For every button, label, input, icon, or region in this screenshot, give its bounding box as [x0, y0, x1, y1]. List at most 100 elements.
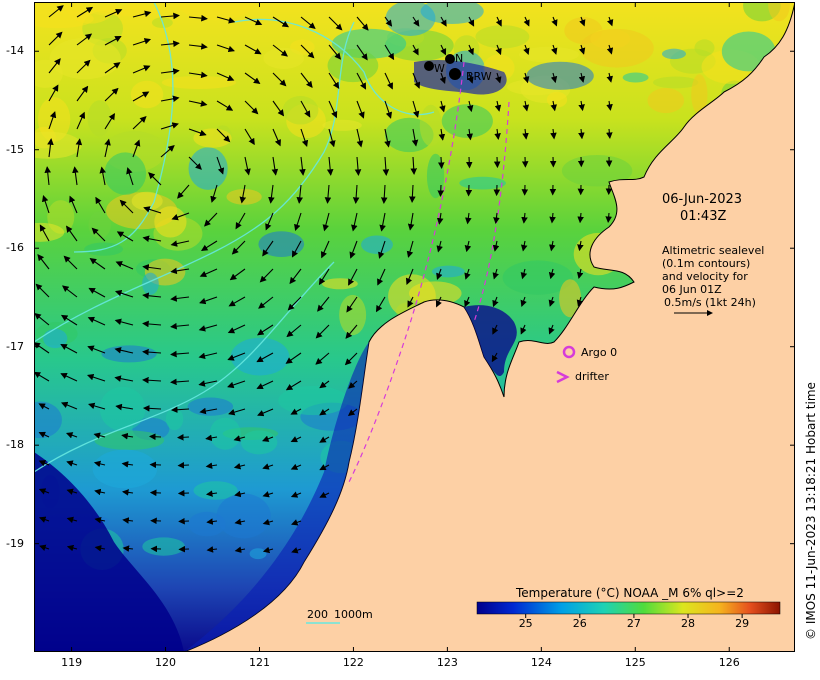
sst-patch [559, 279, 582, 318]
velocity-arrow [523, 16, 530, 27]
velocity-arrow [206, 518, 218, 525]
colorbar-tick-label: 27 [626, 617, 641, 630]
velocity-arrow [206, 546, 218, 553]
sst-patch [502, 260, 573, 295]
velocity-arrow [75, 138, 83, 158]
sst-patch [154, 206, 187, 238]
velocity-arrow [142, 320, 162, 328]
sst-patch [579, 28, 654, 68]
velocity-arrow [578, 72, 586, 83]
velocity-arrow [142, 405, 162, 412]
velocity-arrow [198, 380, 218, 387]
sst-patch [385, 2, 436, 36]
velocity-arrow [548, 268, 556, 280]
velocity-arrow [439, 100, 446, 113]
velocity-arrow [234, 490, 246, 498]
velocity-arrow [440, 16, 447, 27]
velocity-arrow [326, 156, 334, 176]
velocity-arrow [356, 128, 364, 148]
sst-patch [131, 191, 163, 211]
velocity-arrow [142, 235, 162, 242]
velocity-arrow [319, 380, 330, 389]
velocity-arrow [170, 322, 190, 330]
velocity-arrow [262, 240, 274, 257]
velocity-arrow [188, 43, 208, 50]
velocity-arrow [104, 112, 115, 130]
velocity-arrow [491, 352, 498, 363]
velocity-arrow [320, 240, 330, 259]
sst-patch [92, 449, 158, 489]
velocity-arrow [199, 296, 218, 305]
velocity-arrow [300, 72, 313, 88]
sst-patch [87, 100, 112, 137]
velocity-arrow [290, 491, 302, 498]
velocity-arrow [216, 44, 235, 53]
velocity-arrow [291, 547, 302, 554]
velocity-arrow [468, 16, 475, 27]
velocity-arrow [244, 72, 261, 85]
sst-patch [475, 25, 530, 49]
sst-patch [546, 91, 568, 108]
velocity-arrow [104, 87, 119, 102]
velocity-arrow [88, 287, 106, 298]
velocity-arrow [495, 72, 502, 84]
sst-patch [518, 46, 579, 63]
velocity-arrow [205, 490, 218, 497]
velocity-arrow [227, 324, 246, 334]
velocity-arrow [328, 44, 342, 60]
velocity-arrow [315, 324, 330, 339]
velocity-arrow [412, 16, 420, 27]
velocity-arrow [522, 128, 529, 140]
sst-patch [49, 37, 121, 80]
velocity-arrow [384, 16, 393, 27]
depth-scale-1000: 1000m [334, 608, 373, 621]
velocity-arrow [143, 206, 162, 214]
velocity-arrow [148, 172, 162, 186]
velocity-arrow [72, 166, 79, 186]
velocity-arrow [170, 240, 190, 247]
velocity-arrow [348, 380, 358, 389]
sst-patch [622, 72, 649, 83]
sst-patch [661, 48, 686, 60]
velocity-arrow [439, 72, 446, 84]
velocity-arrow [160, 95, 180, 103]
sst-patch [526, 61, 594, 90]
velocity-arrow [262, 435, 274, 442]
velocity-arrow [38, 460, 50, 467]
sst-patch [240, 430, 278, 455]
velocity-arrow [188, 71, 208, 79]
sst-patch [209, 417, 241, 450]
velocity-arrow [60, 314, 78, 326]
velocity-arrow [66, 225, 78, 242]
lon-tick-label: 119 [61, 656, 83, 669]
sst-patch [165, 407, 184, 431]
velocity-arrow [122, 545, 134, 552]
velocity-arrow [520, 268, 528, 280]
sst-patch [419, 104, 442, 147]
velocity-arrow [233, 435, 246, 442]
velocity-arrow [99, 166, 106, 186]
velocity-arrow [160, 145, 175, 158]
velocity-arrow [290, 408, 302, 415]
velocity-arrow [198, 352, 218, 360]
velocity-arrow [578, 128, 585, 140]
velocity-arrow [60, 373, 78, 382]
velocity-arrow [464, 268, 471, 280]
velocity-arrow [291, 240, 302, 258]
velocity-arrow [259, 268, 274, 283]
velocity-arrow [63, 255, 78, 270]
velocity-arrow [170, 350, 190, 358]
colorbar-tick-label: 26 [572, 617, 587, 630]
velocity-arrow [239, 184, 247, 204]
velocity-arrow [244, 16, 263, 26]
argo-marker [562, 345, 576, 359]
velocity-arrow [382, 156, 390, 176]
sst-patch [43, 328, 68, 349]
velocity-arrow [438, 156, 445, 169]
velocity-arrow [548, 296, 555, 307]
velocity-arrow [522, 100, 530, 112]
velocity-arrow [384, 44, 395, 61]
velocity-arrow [436, 268, 443, 280]
velocity-arrow [438, 128, 446, 141]
velocity-arrow [234, 546, 246, 553]
